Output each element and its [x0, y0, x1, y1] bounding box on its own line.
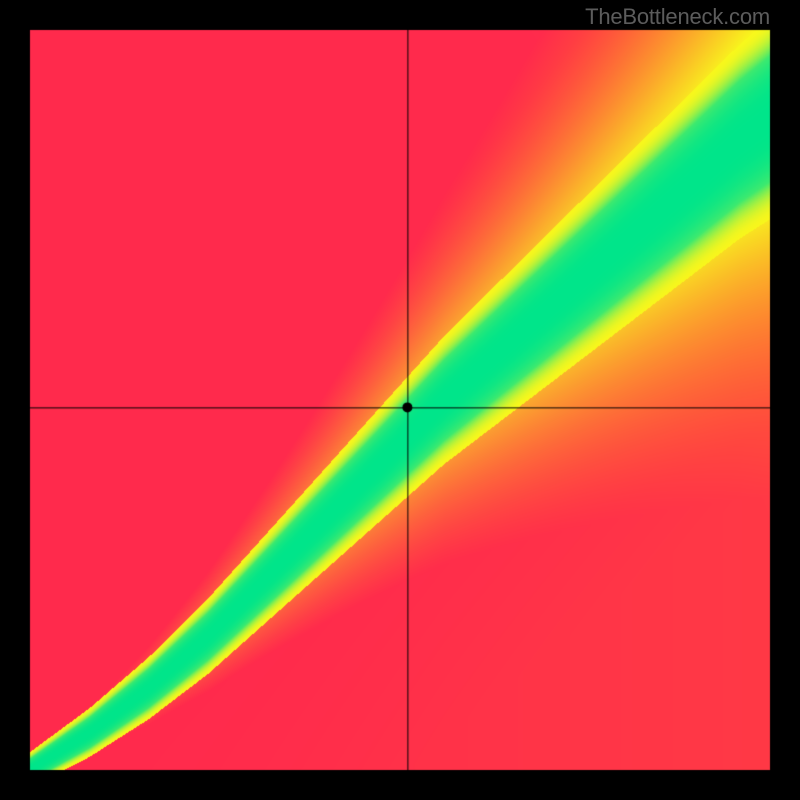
bottleneck-heatmap — [0, 0, 800, 800]
watermark-text: TheBottleneck.com — [585, 4, 770, 30]
